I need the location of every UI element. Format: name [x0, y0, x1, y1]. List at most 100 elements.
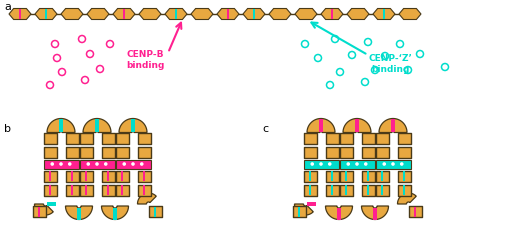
Circle shape [131, 162, 135, 166]
Bar [79, 146, 93, 158]
Bar [414, 206, 416, 217]
Bar [79, 171, 93, 182]
Bar [373, 208, 377, 219]
Text: c: c [262, 124, 268, 134]
Bar [143, 171, 145, 181]
Bar [101, 184, 115, 196]
Bar [391, 119, 395, 131]
Polygon shape [321, 8, 343, 20]
Bar [32, 206, 46, 217]
Bar [331, 9, 333, 19]
Circle shape [140, 162, 143, 166]
Polygon shape [191, 8, 213, 20]
Bar [175, 9, 177, 19]
Polygon shape [399, 8, 421, 20]
Polygon shape [61, 8, 83, 20]
Circle shape [59, 162, 63, 166]
Bar [66, 184, 78, 196]
Bar [375, 146, 389, 158]
Text: CENP-B
binding: CENP-B binding [126, 50, 164, 70]
Bar [331, 185, 333, 195]
Polygon shape [295, 8, 317, 20]
Bar [121, 185, 123, 195]
Bar [361, 171, 374, 182]
Bar [47, 202, 55, 206]
Polygon shape [373, 8, 395, 20]
Bar [154, 206, 156, 217]
Bar [381, 171, 383, 181]
Polygon shape [217, 8, 239, 20]
Polygon shape [139, 8, 161, 20]
Circle shape [87, 162, 90, 166]
Bar [116, 146, 129, 158]
Polygon shape [343, 119, 371, 133]
Circle shape [400, 162, 403, 166]
Circle shape [68, 162, 72, 166]
Text: CENP-‘Z’
binding: CENP-‘Z’ binding [368, 54, 412, 74]
Circle shape [347, 162, 350, 166]
Bar [361, 184, 374, 196]
Text: b: b [4, 124, 11, 134]
Bar [309, 171, 311, 181]
Bar [113, 208, 117, 219]
Bar [367, 185, 369, 195]
Bar [44, 146, 56, 158]
Bar [79, 159, 115, 168]
Bar [337, 208, 341, 219]
Bar [339, 159, 374, 168]
Bar [101, 171, 115, 182]
Circle shape [382, 162, 386, 166]
Bar [131, 119, 135, 131]
Bar [143, 185, 145, 195]
Polygon shape [87, 8, 109, 20]
Polygon shape [138, 193, 156, 204]
Polygon shape [83, 119, 111, 133]
Bar [375, 171, 389, 182]
Bar [148, 206, 161, 217]
Bar [138, 184, 151, 196]
Bar [304, 184, 316, 196]
Bar [403, 185, 406, 195]
Bar [383, 9, 385, 19]
Circle shape [391, 162, 395, 166]
Polygon shape [119, 119, 147, 133]
Bar [304, 133, 316, 144]
Bar [304, 171, 316, 182]
Bar [116, 133, 129, 144]
Bar [44, 184, 56, 196]
Bar [123, 9, 125, 19]
Bar [138, 133, 151, 144]
Bar [101, 133, 115, 144]
Bar [309, 185, 311, 195]
Bar [85, 185, 87, 195]
Polygon shape [66, 206, 93, 219]
Bar [116, 171, 129, 182]
Bar [345, 171, 347, 181]
Bar [326, 171, 338, 182]
Bar [375, 159, 411, 168]
Bar [345, 185, 347, 195]
Polygon shape [101, 206, 129, 219]
Bar [339, 171, 352, 182]
Bar [71, 171, 73, 181]
Bar [326, 184, 338, 196]
Bar [397, 146, 411, 158]
Polygon shape [113, 8, 135, 20]
Circle shape [355, 162, 359, 166]
Bar [49, 185, 51, 195]
Polygon shape [379, 119, 407, 133]
Bar [66, 171, 78, 182]
Bar [227, 9, 229, 19]
Bar [79, 184, 93, 196]
Polygon shape [269, 8, 291, 20]
Bar [45, 9, 47, 19]
Polygon shape [307, 119, 335, 133]
Bar [331, 171, 333, 181]
Bar [307, 202, 315, 206]
Bar [44, 171, 56, 182]
Bar [85, 171, 87, 181]
Bar [319, 119, 323, 131]
Bar [409, 206, 421, 217]
Bar [253, 9, 255, 19]
Bar [19, 9, 22, 19]
